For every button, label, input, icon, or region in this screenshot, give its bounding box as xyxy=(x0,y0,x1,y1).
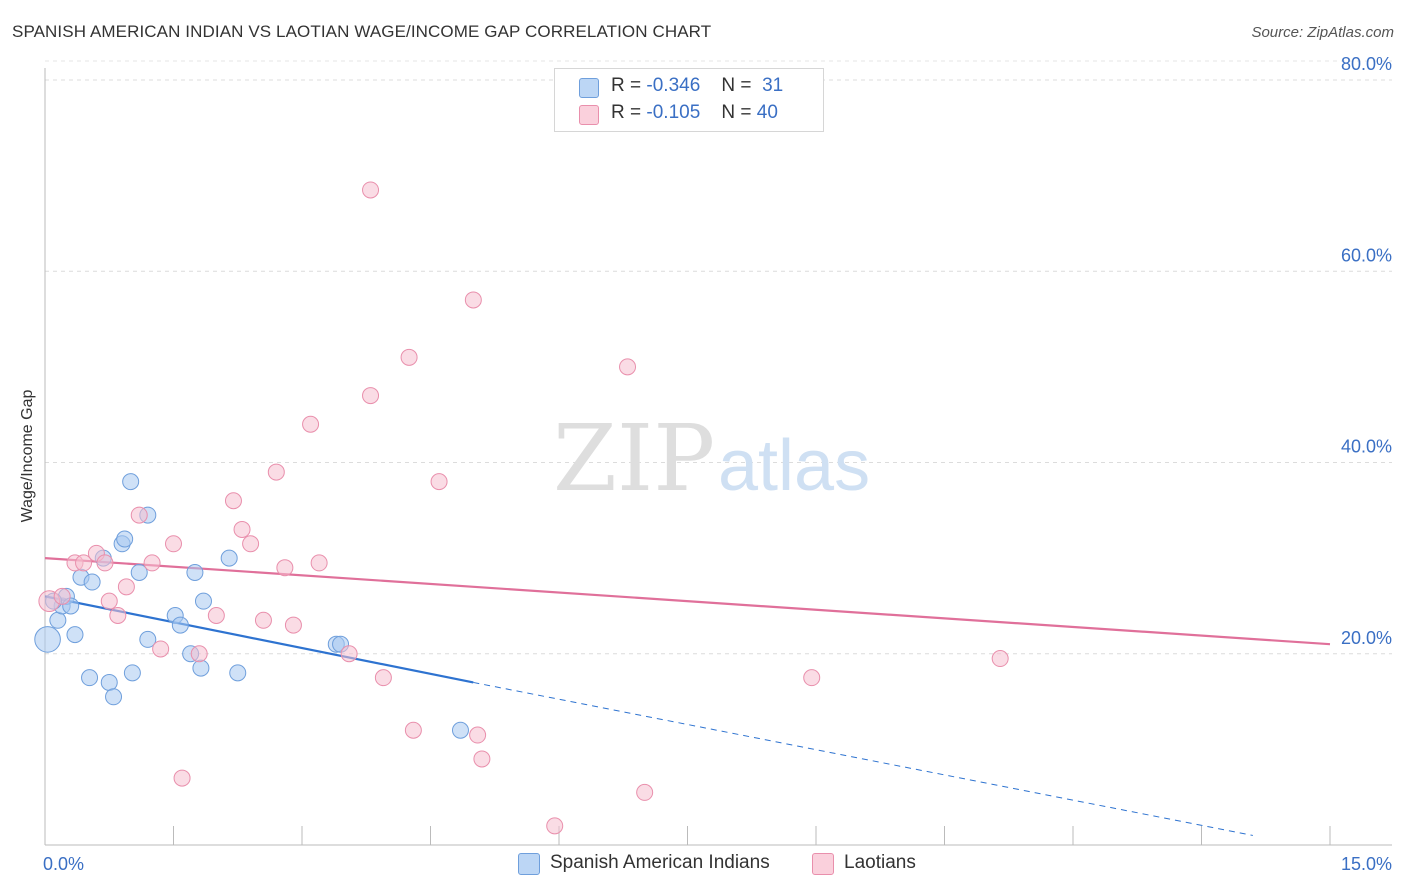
point-laotian xyxy=(207,607,225,624)
point-laotian xyxy=(991,650,1009,668)
n-value: 40 xyxy=(756,102,778,123)
point-spanish-american-indian xyxy=(229,664,247,682)
point-laotian xyxy=(362,181,380,199)
point-laotian xyxy=(130,506,148,524)
point-laotian xyxy=(546,817,564,835)
point-laotian xyxy=(254,611,272,629)
point-spanish-american-indian xyxy=(186,563,204,581)
point-spanish-american-indian xyxy=(105,688,123,706)
point-laotian xyxy=(117,578,135,596)
point-laotian xyxy=(636,783,654,801)
point-laotian xyxy=(310,554,328,572)
legend-text: R = -0.346 N = 31 xyxy=(611,75,783,97)
y-tick-label: 80.0% xyxy=(1341,54,1392,74)
point-spanish-american-indian xyxy=(100,673,118,691)
point-laotian xyxy=(619,358,637,376)
point-laotian xyxy=(109,607,127,624)
x-tick-label: 15.0% xyxy=(1341,854,1392,874)
legend-swatch-pink xyxy=(812,853,834,875)
y-tick-label: 60.0% xyxy=(1341,245,1392,265)
point-laotian xyxy=(803,669,821,687)
point-spanish-american-indian xyxy=(66,626,84,644)
y-tick-label: 20.0% xyxy=(1341,628,1392,648)
point-spanish-american-indian xyxy=(451,721,469,739)
point-laotian xyxy=(340,645,358,663)
r-value: -0.105 xyxy=(646,102,701,123)
point-laotian xyxy=(267,463,285,481)
point-laotian xyxy=(430,473,448,491)
n-label: N = xyxy=(721,75,752,96)
legend-swatch-blue xyxy=(579,78,599,98)
source-label: Source: ZipAtlas.com xyxy=(1251,24,1394,41)
point-laotian xyxy=(224,492,242,510)
r-label: R = xyxy=(611,75,642,96)
point-laotian xyxy=(374,669,392,687)
point-laotian xyxy=(96,554,114,572)
point-spanish-american-indian xyxy=(81,669,99,687)
watermark-atlas: atlas xyxy=(718,426,870,506)
point-spanish-american-indian xyxy=(130,563,148,581)
point-laotian xyxy=(404,721,422,739)
legend-label: Spanish American Indians xyxy=(550,852,770,873)
point-spanish-american-indian xyxy=(49,611,67,629)
legend-text: R = -0.105 N = 40 xyxy=(611,102,778,124)
watermark: ZIP atlas xyxy=(553,405,870,512)
point-spanish-american-indian xyxy=(34,626,61,653)
x-tick-label: 0.0% xyxy=(43,854,84,874)
point-laotian xyxy=(233,520,251,538)
grid-lines xyxy=(45,60,1392,655)
axes xyxy=(44,68,1392,846)
legend-swatch-blue xyxy=(518,853,540,875)
point-spanish-american-indian xyxy=(139,630,157,648)
point-laotian xyxy=(464,291,482,309)
point-laotian xyxy=(469,726,487,744)
point-laotian xyxy=(284,616,302,634)
point-spanish-american-indian xyxy=(122,473,140,491)
trend-line-laotians xyxy=(44,557,1331,646)
legend-label: Laotians xyxy=(844,852,916,873)
point-laotian xyxy=(53,587,71,605)
point-laotian xyxy=(242,535,260,553)
legend-swatch-pink xyxy=(579,105,599,125)
data-points xyxy=(34,181,1009,835)
point-spanish-american-indian xyxy=(171,616,189,634)
n-value: 31 xyxy=(762,75,784,96)
n-label: N = xyxy=(721,102,752,123)
r-label: R = xyxy=(611,102,642,123)
point-laotian xyxy=(75,554,93,572)
point-laotian xyxy=(302,415,320,433)
point-laotian xyxy=(190,645,208,663)
correlation-legend: R = -0.346 N = 31 R = -0.105 N = 40 xyxy=(554,68,824,132)
point-laotian xyxy=(473,750,491,768)
point-spanish-american-indian xyxy=(194,592,212,610)
point-spanish-american-indian xyxy=(123,664,141,682)
point-spanish-american-indian xyxy=(116,530,134,548)
trend-lines xyxy=(44,557,1331,836)
watermark-zip: ZIP xyxy=(553,405,715,512)
point-laotian xyxy=(276,559,294,577)
point-laotian xyxy=(143,554,161,572)
point-laotian xyxy=(173,769,191,787)
point-laotian xyxy=(165,535,182,553)
point-laotian xyxy=(152,640,170,658)
r-value: -0.346 xyxy=(646,75,701,96)
tick-labels: 20.0% 40.0% 60.0% 80.0% 0.0% 15.0% xyxy=(43,54,1392,874)
point-spanish-american-indian xyxy=(83,573,101,591)
point-laotian xyxy=(100,592,118,610)
chart-title: SPANISH AMERICAN INDIAN VS LAOTIAN WAGE/… xyxy=(12,22,712,41)
point-spanish-american-indian xyxy=(220,549,238,567)
point-spanish-american-indian xyxy=(192,659,210,677)
y-tick-label: 40.0% xyxy=(1341,437,1392,457)
point-laotian xyxy=(400,348,418,366)
point-laotian xyxy=(362,387,380,405)
trend-extension-spanish-american-indians xyxy=(473,681,1253,836)
